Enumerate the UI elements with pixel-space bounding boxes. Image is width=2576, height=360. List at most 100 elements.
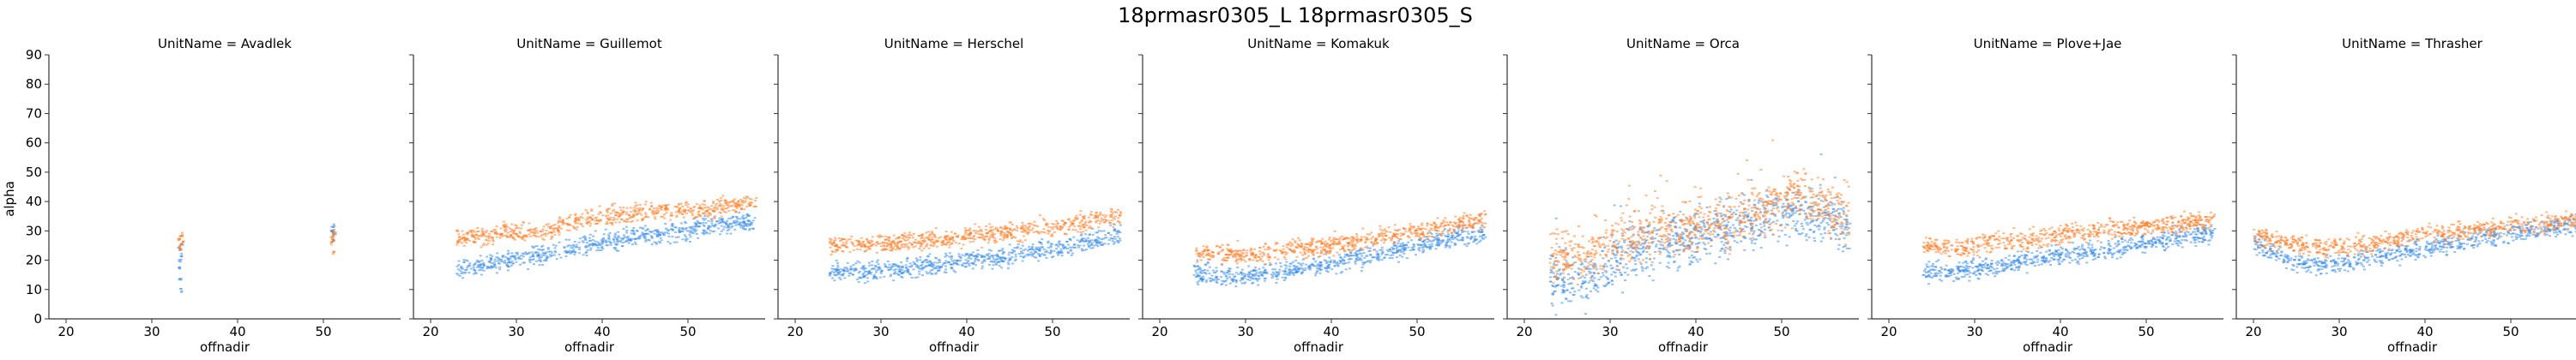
- data-point: [1348, 261, 1351, 264]
- data-point: [1349, 240, 1353, 243]
- data-point: [729, 205, 733, 207]
- data-point: [1030, 246, 1034, 249]
- data-point: [904, 239, 908, 242]
- data-point: [1038, 253, 1041, 255]
- data-point: [693, 222, 697, 225]
- data-point: [965, 229, 968, 231]
- data-point: [558, 233, 561, 236]
- data-point: [1111, 240, 1114, 243]
- data-point: [1709, 237, 1712, 240]
- data-point: [950, 231, 953, 233]
- data-point: [936, 261, 939, 264]
- data-point: [1753, 230, 1756, 232]
- data-point: [1059, 225, 1062, 228]
- data-point: [564, 251, 568, 254]
- data-point: [882, 242, 885, 244]
- data-point: [528, 228, 532, 231]
- data-point: [852, 273, 855, 276]
- data-point: [1198, 255, 1202, 258]
- data-point: [1330, 261, 1333, 263]
- data-point: [1240, 255, 1244, 258]
- data-point: [538, 257, 541, 260]
- data-point: [697, 207, 701, 209]
- data-point: [474, 241, 477, 243]
- data-point: [974, 258, 977, 261]
- data-point: [667, 208, 670, 211]
- data-point: [729, 232, 733, 235]
- data-point: [534, 235, 538, 237]
- data-point: [1256, 278, 1259, 280]
- data-point: [1195, 272, 1198, 274]
- data-point: [886, 260, 890, 262]
- data-point: [574, 217, 577, 219]
- data-point: [628, 213, 631, 216]
- data-point: [1782, 217, 1785, 219]
- data-point: [913, 263, 916, 266]
- data-point: [964, 236, 968, 238]
- data-point: [742, 225, 745, 227]
- data-point: [595, 244, 599, 247]
- data-point: [634, 237, 637, 240]
- data-point: [858, 261, 861, 264]
- data-point: [1070, 222, 1073, 225]
- data-point: [1560, 291, 1564, 294]
- data-point: [1771, 202, 1775, 205]
- data-point: [1228, 254, 1232, 256]
- data-point: [514, 257, 517, 260]
- data-point: [510, 265, 513, 267]
- data-point: [1205, 245, 1209, 248]
- data-point: [880, 249, 884, 251]
- data-point: [606, 211, 609, 213]
- panel-title: UnitName = Avadlek: [158, 36, 292, 51]
- data-point: [1444, 246, 1447, 249]
- data-point: [591, 243, 594, 246]
- data-point: [1332, 261, 1336, 264]
- data-point: [1648, 275, 1651, 278]
- data-point: [928, 233, 932, 236]
- data-point: [1078, 244, 1082, 247]
- data-point: [967, 234, 970, 237]
- data-point: [1046, 251, 1049, 254]
- data-point: [974, 257, 977, 260]
- data-point: [837, 237, 841, 240]
- data-point: [1644, 261, 1648, 264]
- data-point: [1634, 263, 1638, 266]
- data-point: [1248, 271, 1252, 273]
- data-point: [675, 206, 679, 208]
- data-point: [1043, 251, 1047, 254]
- data-point: [702, 222, 705, 225]
- data-point: [1611, 234, 1614, 237]
- data-point: [962, 243, 965, 246]
- data-point: [1235, 258, 1239, 261]
- data-point: [1001, 248, 1004, 250]
- data-point: [1378, 225, 1382, 227]
- data-point: [502, 225, 505, 227]
- data-point: [1009, 257, 1012, 260]
- data-point: [875, 242, 878, 244]
- data-point: [1709, 231, 1712, 233]
- data-point: [1567, 300, 1571, 303]
- data-point: [987, 237, 991, 240]
- data-point: [617, 231, 620, 233]
- y-tick-label: 50: [26, 165, 42, 180]
- data-point: [1393, 244, 1397, 247]
- data-point: [1253, 256, 1257, 259]
- data-point: [1040, 246, 1043, 249]
- data-point: [1022, 252, 1025, 255]
- data-point: [1368, 233, 1372, 236]
- data-point: [1433, 239, 1436, 242]
- data-point: [1075, 214, 1078, 217]
- data-point: [1316, 248, 1319, 250]
- data-point: [573, 227, 576, 230]
- data-point: [513, 238, 516, 241]
- data-point: [1101, 214, 1105, 217]
- data-point: [943, 271, 946, 273]
- data-point: [178, 237, 182, 240]
- data-point: [1285, 261, 1288, 263]
- data-point: [1693, 237, 1697, 239]
- data-point: [703, 213, 707, 215]
- data-point: [1469, 225, 1472, 228]
- data-point: [678, 227, 681, 230]
- data-point: [1047, 231, 1051, 233]
- data-point: [1074, 216, 1077, 219]
